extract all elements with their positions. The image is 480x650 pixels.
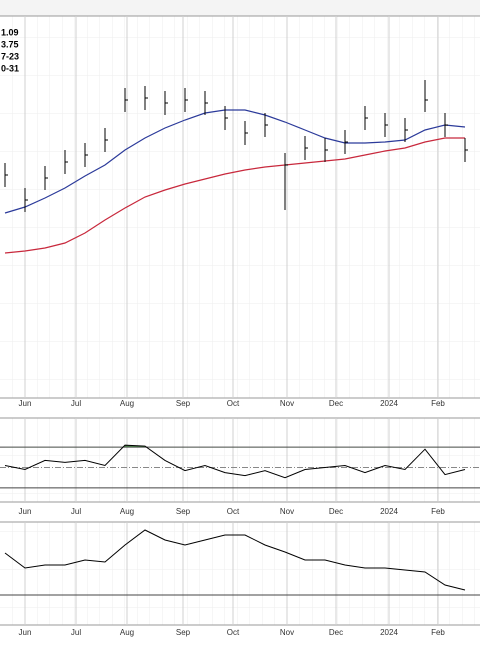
x-tick-label: Jul [71,628,81,637]
x-tick-label: Oct [227,399,240,408]
legend-text: 7-23 [1,51,19,61]
header-band [0,0,480,16]
x-tick-label: Feb [431,399,445,408]
x-tick-label: Oct [227,628,240,637]
x-tick-label: Dec [329,628,343,637]
minor-grid [0,16,480,398]
x-tick-label: Jul [71,507,81,516]
x-tick-label: Sep [176,507,191,516]
x-tick-label: Nov [280,628,294,637]
x-tick-label: Aug [120,399,134,408]
legend-text: 1.09 [1,27,19,37]
indicator-line [4,529,466,591]
legend-text: 3.75 [1,39,19,49]
x-tick-label: Sep [176,628,191,637]
x-tick-label: Feb [431,507,445,516]
indicator-line [4,444,466,479]
x-tick-label: 2024 [380,507,398,516]
legend-text: 0-31 [1,63,19,73]
moving-average [4,109,466,214]
x-tick-label: Feb [431,628,445,637]
x-tick-label: Sep [176,399,191,408]
x-tick-label: Aug [120,628,134,637]
x-tick-label: Jun [19,399,32,408]
x-tick-label: Oct [227,507,240,516]
minor-grid [0,418,480,502]
x-tick-label: Nov [280,507,294,516]
x-tick-label: Aug [120,507,134,516]
x-tick-label: Jun [19,628,32,637]
x-tick-label: Nov [280,399,294,408]
x-tick-label: Dec [329,507,343,516]
x-tick-label: 2024 [380,399,398,408]
x-tick-label: Dec [329,399,343,408]
x-tick-label: Jun [19,507,32,516]
minor-grid [0,522,480,625]
x-tick-label: 2024 [380,628,398,637]
x-tick-label: Jul [71,399,81,408]
moving-average [4,137,465,254]
